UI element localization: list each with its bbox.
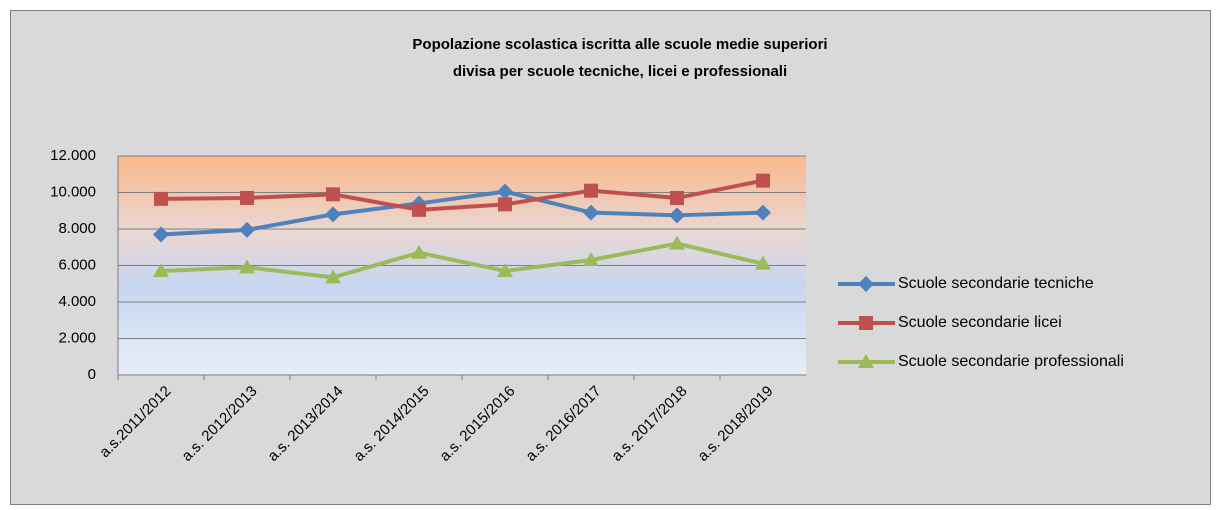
- marker: [326, 187, 340, 202]
- y-tick-label: 8.000: [58, 220, 96, 237]
- y-tick-label: 4.000: [58, 293, 96, 310]
- marker: [584, 183, 598, 198]
- series-line: [160, 241, 764, 280]
- y-tick-label: 6.000: [58, 256, 96, 273]
- marker: [669, 235, 685, 250]
- marker: [240, 190, 254, 205]
- legend-text: Scuole secondarie tecniche: [898, 275, 1094, 292]
- marker: [325, 269, 341, 284]
- marker: [153, 262, 169, 277]
- legend-marker: [858, 276, 874, 292]
- marker: [239, 221, 255, 238]
- marker: [411, 244, 427, 259]
- marker: [756, 173, 770, 188]
- marker: [755, 204, 771, 221]
- marker: [154, 191, 168, 206]
- marker: [583, 204, 599, 221]
- legend-marker: [858, 354, 874, 368]
- marker: [239, 259, 255, 274]
- marker: [412, 202, 426, 217]
- marker: [153, 226, 169, 243]
- y-tick-label: 12.000: [50, 147, 96, 164]
- marker: [498, 197, 512, 212]
- y-tick-label: 2.000: [58, 329, 96, 346]
- marker: [583, 252, 599, 267]
- series-line: [160, 189, 764, 237]
- marker: [670, 190, 684, 205]
- chart-title: divisa per scuole tecniche, licei e prof…: [453, 63, 787, 80]
- marker: [755, 255, 771, 270]
- y-tick-label: 0: [88, 366, 96, 383]
- legend-text: Scuole secondarie professionali: [898, 353, 1124, 370]
- marker: [669, 207, 685, 224]
- legend-marker: [859, 316, 873, 330]
- chart-title: Popolazione scolastica iscritta alle scu…: [412, 36, 827, 53]
- marker: [497, 262, 513, 277]
- marker: [497, 183, 513, 200]
- marker: [325, 206, 341, 223]
- series-line: [160, 178, 764, 212]
- legend-text: Scuole secondarie licei: [898, 314, 1062, 331]
- y-tick-label: 10.000: [50, 183, 96, 200]
